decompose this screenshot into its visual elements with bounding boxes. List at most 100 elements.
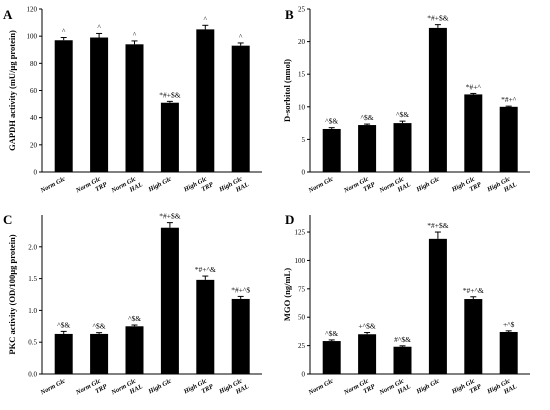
y-tick-label: 75: [298, 285, 306, 293]
panel-letter: C: [3, 212, 12, 227]
category-label-line: Norm Glc: [307, 176, 335, 195]
bar: [54, 333, 73, 374]
bar: [54, 40, 73, 172]
category-label: Norm GlcHAL: [377, 174, 411, 202]
y-tick-label: 80: [30, 60, 38, 68]
significance-label: ^$&: [57, 320, 70, 329]
bar: [90, 333, 109, 374]
significance-label: ^: [133, 30, 137, 39]
y-tick-label: 2.0: [28, 243, 37, 251]
y-tick-label: 100: [27, 33, 38, 41]
y-axis-label: D-sorbitol (nmol): [282, 59, 292, 122]
category-label: High Glc: [415, 378, 441, 396]
y-tick-label: 25: [298, 342, 306, 350]
category-label: Norm GlcHAL: [109, 174, 143, 202]
category-label-line: Norm Glc: [39, 176, 67, 195]
category-label: Norm GlcTRP: [74, 174, 109, 202]
category-label: High GlcTRP: [450, 174, 484, 201]
category-label: High GlcTRP: [182, 174, 216, 201]
significance-label: ^$&: [396, 110, 409, 119]
category-label: Norm GlcHAL: [377, 376, 411, 404]
panel-letter: A: [3, 7, 13, 22]
y-tick-label: 0: [34, 169, 38, 177]
significance-label: ^$&: [93, 322, 106, 331]
category-label: Norm GlcTRP: [342, 376, 377, 404]
category-label: High GlcTRP: [182, 376, 216, 403]
category-label: Norm Glc: [307, 378, 335, 397]
panel-letter: B: [285, 7, 294, 22]
y-axis-label: PKC activity (OD/100µg protein): [7, 234, 17, 354]
category-label: Norm Glc: [307, 176, 335, 195]
bar: [464, 94, 483, 172]
y-tick-label: 15: [298, 71, 306, 79]
bar: [196, 29, 215, 172]
panel-letter: D: [285, 212, 294, 227]
bar: [90, 37, 109, 173]
category-label: High Glc: [415, 176, 441, 194]
category-label: High Glc: [147, 378, 173, 396]
y-tick-label: 5: [302, 136, 306, 144]
y-tick-label: 1.0: [28, 307, 37, 315]
category-label: Norm Glc: [39, 176, 67, 195]
bar: [231, 298, 250, 374]
y-tick-label: 0.5: [28, 339, 37, 347]
category-label: High Glc: [147, 176, 173, 194]
bar: [428, 238, 447, 374]
bar: [322, 128, 341, 172]
significance-label: *#+^&: [463, 286, 484, 295]
y-tick-label: 100: [295, 257, 306, 265]
bar: [393, 346, 412, 374]
bar: [160, 102, 179, 172]
bar: [358, 334, 377, 374]
significance-label: ^: [204, 14, 208, 23]
significance-label: ^$&: [325, 117, 338, 126]
bar: [499, 106, 518, 172]
significance-label: *#+$&: [427, 14, 448, 23]
y-tick-label: 20: [30, 141, 38, 149]
bar: [358, 125, 377, 172]
bar: [160, 227, 179, 374]
category-label: Norm Glc: [39, 378, 67, 397]
category-label-line: Norm Glc: [39, 378, 67, 397]
significance-label: ^$&: [325, 329, 338, 338]
significance-label: ^$&: [128, 314, 141, 323]
significance-label: *#+$&: [159, 212, 180, 221]
panel-c: C 0.0 0.5 1.0 1.5 2.0 PKC activity (OD/100µg p…: [3, 212, 262, 404]
category-label: Norm GlcTRP: [342, 174, 377, 202]
category-label: Norm GlcTRP: [74, 376, 109, 404]
category-label: High GlcHAL: [217, 376, 250, 403]
bar: [393, 123, 412, 172]
bar: [231, 45, 250, 172]
significance-label: *#+$&: [159, 90, 180, 99]
significance-label: #^$&: [394, 335, 411, 344]
category-label: High GlcHAL: [217, 174, 250, 201]
significance-label: *#+^&: [195, 265, 216, 274]
significance-label: *#+$&: [427, 221, 448, 230]
bar: [322, 341, 341, 374]
category-label-line: Norm Glc: [307, 378, 335, 397]
category-label-line: High Glc: [147, 176, 173, 194]
significance-label: ^: [97, 22, 101, 31]
y-tick-label: 25: [298, 6, 306, 14]
y-tick-label: 20: [298, 38, 306, 46]
y-tick-label: 10: [298, 103, 306, 111]
significance-label: ^: [62, 27, 66, 36]
bar: [499, 331, 518, 374]
y-tick-label: 60: [30, 87, 38, 95]
category-label-line: High Glc: [415, 176, 441, 194]
y-tick-label: 0: [302, 169, 306, 177]
significance-label: +^$: [503, 320, 515, 329]
category-label: Norm GlcHAL: [109, 376, 143, 404]
y-tick-label: 0.0: [28, 371, 37, 379]
panel-b: B 0 5 10 15 20 25 D-sorbitol (nmol) ^$& Norm Glc ^…: [282, 6, 530, 202]
significance-label: *#+^$: [231, 285, 250, 294]
significance-label: +^$&: [358, 322, 375, 331]
category-label: High GlcTRP: [450, 376, 484, 403]
y-tick-label: 0: [302, 371, 306, 379]
y-tick-label: 120: [27, 6, 38, 14]
category-label-line: High Glc: [415, 378, 441, 396]
bar: [464, 299, 483, 374]
category-label: High GlcHAL: [485, 174, 518, 201]
y-tick-label: 40: [30, 114, 38, 122]
